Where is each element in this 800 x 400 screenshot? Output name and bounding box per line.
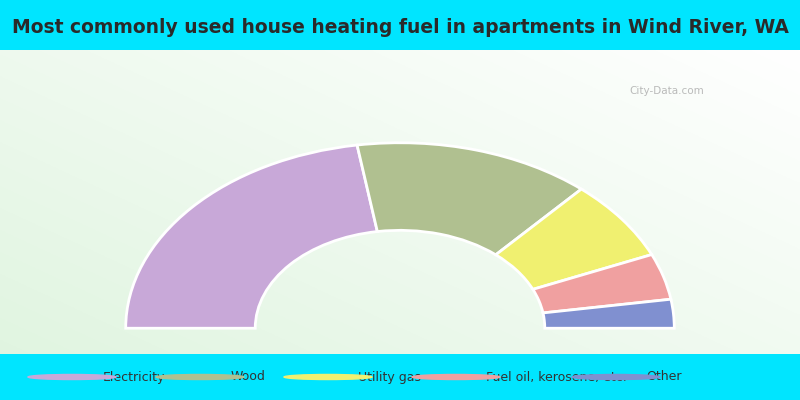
Wedge shape bbox=[126, 145, 378, 328]
Wedge shape bbox=[357, 143, 582, 255]
Circle shape bbox=[156, 374, 244, 380]
Circle shape bbox=[572, 374, 660, 380]
Text: Other: Other bbox=[646, 370, 682, 384]
Circle shape bbox=[28, 374, 116, 380]
Wedge shape bbox=[533, 254, 671, 313]
Wedge shape bbox=[543, 299, 674, 328]
Text: Fuel oil, kerosene, etc.: Fuel oil, kerosene, etc. bbox=[486, 370, 627, 384]
Text: City-Data.com: City-Data.com bbox=[630, 86, 704, 96]
Circle shape bbox=[412, 374, 500, 380]
Text: Most commonly used house heating fuel in apartments in Wind River, WA: Most commonly used house heating fuel in… bbox=[11, 18, 789, 37]
Circle shape bbox=[284, 374, 372, 380]
Text: Wood: Wood bbox=[230, 370, 266, 384]
Text: Utility gas: Utility gas bbox=[358, 370, 422, 384]
Text: Electricity: Electricity bbox=[102, 370, 165, 384]
Wedge shape bbox=[496, 189, 652, 289]
